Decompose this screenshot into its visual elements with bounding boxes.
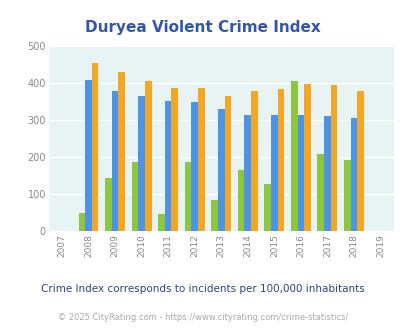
Bar <box>317 154 323 231</box>
Bar <box>131 161 138 231</box>
Bar <box>350 118 356 231</box>
Bar <box>118 72 125 231</box>
Bar <box>297 115 303 231</box>
Bar <box>217 110 224 231</box>
Bar <box>271 115 277 231</box>
Bar <box>237 170 244 231</box>
Bar <box>264 184 271 231</box>
Bar <box>303 84 310 231</box>
Text: Crime Index corresponds to incidents per 100,000 inhabitants: Crime Index corresponds to incidents per… <box>41 284 364 294</box>
Bar <box>105 178 111 231</box>
Bar <box>164 101 171 231</box>
Bar <box>290 81 297 231</box>
Bar <box>138 96 145 231</box>
Bar <box>224 96 231 231</box>
Bar <box>111 90 118 231</box>
Bar <box>356 90 363 231</box>
Bar <box>251 91 257 231</box>
Bar <box>343 160 350 231</box>
Bar <box>85 80 92 231</box>
Text: © 2025 CityRating.com - https://www.cityrating.com/crime-statistics/: © 2025 CityRating.com - https://www.city… <box>58 313 347 322</box>
Bar <box>211 200 217 231</box>
Bar <box>198 87 204 231</box>
Bar <box>277 89 284 231</box>
Bar <box>191 102 198 231</box>
Bar <box>323 116 330 231</box>
Text: Duryea Violent Crime Index: Duryea Violent Crime Index <box>85 20 320 35</box>
Bar <box>244 115 251 231</box>
Bar <box>171 88 178 231</box>
Bar <box>92 63 98 231</box>
Bar <box>330 85 337 231</box>
Bar <box>145 81 151 231</box>
Bar <box>79 213 85 231</box>
Bar <box>184 161 191 231</box>
Bar <box>158 214 164 231</box>
